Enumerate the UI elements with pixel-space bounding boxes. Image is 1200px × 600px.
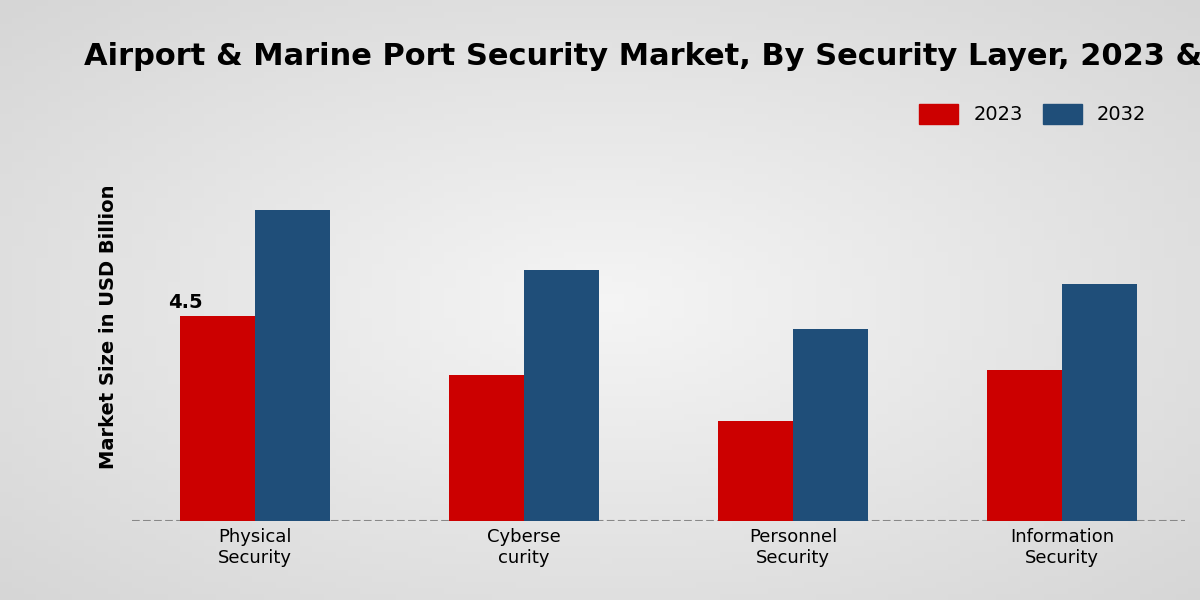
Bar <box>793 329 869 521</box>
Bar <box>718 421 793 521</box>
Y-axis label: Market Size in USD Billion: Market Size in USD Billion <box>98 185 118 469</box>
Legend: 2023, 2032: 2023, 2032 <box>912 96 1154 132</box>
Bar <box>449 375 524 521</box>
Text: 4.5: 4.5 <box>168 293 203 312</box>
Bar <box>256 211 330 521</box>
Bar <box>986 370 1062 521</box>
Bar <box>1062 284 1138 521</box>
Text: Airport & Marine Port Security Market, By Security Layer, 2023 & 2032: Airport & Marine Port Security Market, B… <box>84 42 1200 71</box>
Bar <box>180 316 256 521</box>
Bar <box>524 270 599 521</box>
